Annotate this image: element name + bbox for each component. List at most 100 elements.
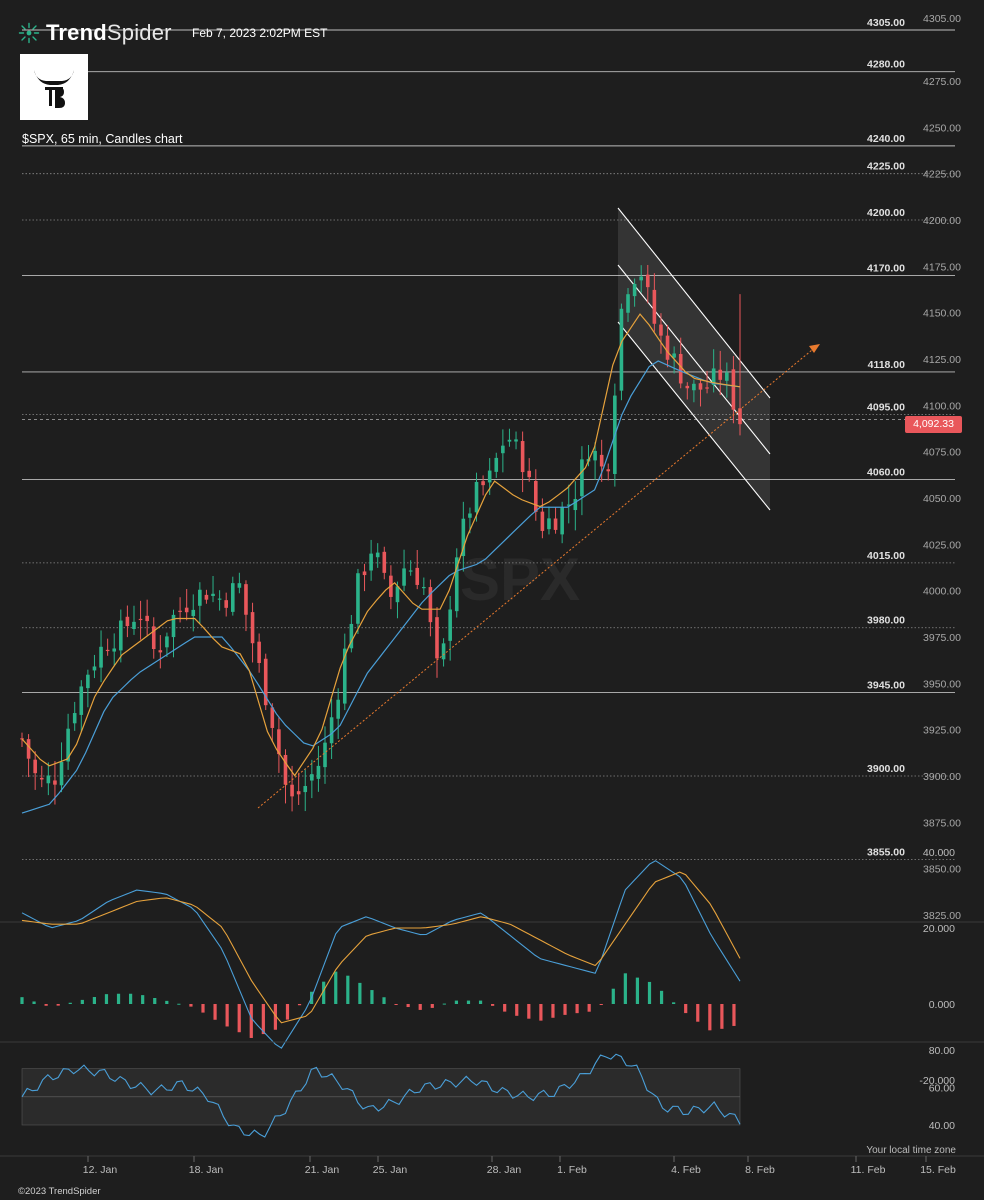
price-tick-label: 3975.00: [923, 632, 961, 644]
time-tick-label: 12. Jan: [83, 1164, 118, 1176]
level-label: 3980.00: [867, 615, 905, 627]
time-tick-label: 18. Jan: [189, 1164, 224, 1176]
macd-histogram-bar: [249, 1004, 253, 1038]
candle-body: [685, 385, 690, 389]
candle-body: [277, 729, 281, 755]
candlesticks: [20, 264, 742, 812]
candle-body: [39, 777, 44, 780]
candle-body: [158, 650, 163, 653]
price-tick-label: 4125.00: [923, 354, 961, 366]
candle-body: [191, 609, 196, 617]
price-tick-label: 4200.00: [923, 215, 961, 227]
candle-body: [244, 584, 248, 615]
candle-body: [718, 369, 723, 380]
candle-body: [92, 666, 97, 671]
macd-histogram-bar: [165, 1000, 169, 1004]
timezone-label[interactable]: Your local time zone: [866, 1145, 956, 1156]
price-tick-label: 4175.00: [923, 261, 961, 273]
macd-histogram-bar: [358, 982, 362, 1004]
candle-body: [112, 648, 117, 652]
macd-histogram-bar: [153, 997, 157, 1004]
watermark-symbol: SPX: [460, 546, 580, 613]
macd-histogram-bar: [68, 1002, 72, 1004]
level-label: 4305.00: [867, 17, 905, 29]
price-tick-label: 4305.00: [923, 13, 961, 25]
macd-tick-label: 40.000: [923, 847, 955, 859]
level-label: 4060.00: [867, 466, 905, 478]
macd-histogram-bar: [696, 1004, 700, 1022]
rsi-tick-label: 60.00: [929, 1082, 955, 1094]
candle-body: [79, 686, 84, 715]
macd-histogram-bar: [720, 1004, 724, 1029]
macd-histogram-bar: [56, 1004, 60, 1006]
candle-body: [336, 699, 340, 719]
macd-tick-label: 20.000: [923, 923, 955, 935]
candle-body: [566, 504, 571, 506]
macd-histogram-bar: [478, 1000, 483, 1004]
candle-body: [415, 567, 420, 585]
time-tick-label: 21. Jan: [305, 1164, 340, 1176]
macd-histogram-bar: [334, 971, 338, 1004]
candle-body: [184, 607, 189, 613]
candle-body: [645, 274, 650, 288]
candle-body: [53, 780, 57, 785]
candle-body: [474, 481, 479, 513]
candle-body: [494, 457, 499, 472]
rsi-panel: 80.00 60.00 40.00: [0, 1041, 984, 1138]
price-tick-label: 4150.00: [923, 308, 961, 320]
candle-body: [711, 368, 716, 385]
macd-histogram-bar: [708, 1004, 712, 1031]
candle-body: [72, 713, 77, 724]
level-label: 4200.00: [867, 207, 905, 219]
macd-histogram-bar: [141, 995, 145, 1004]
macd-histogram-bar: [611, 988, 615, 1004]
candle-body: [66, 728, 70, 762]
price-tick-label: 3900.00: [923, 771, 961, 783]
candle-body: [408, 570, 413, 572]
candle-body: [527, 470, 532, 478]
macd-histogram-bar: [80, 999, 84, 1004]
macd-histogram-bar: [684, 1004, 688, 1014]
candle-body: [402, 568, 406, 586]
time-tick-label: 8. Feb: [745, 1164, 775, 1176]
ema-slow-line: [21, 360, 741, 814]
macd-histogram-bar: [539, 1004, 543, 1021]
price-tick-label: 3925.00: [923, 725, 961, 737]
level-label: 4280.00: [867, 59, 905, 71]
level-label: 4240.00: [867, 133, 905, 145]
macd-histogram-bar: [418, 1004, 422, 1010]
macd-histogram-bar: [406, 1004, 410, 1008]
price-tick-label: 3950.00: [923, 678, 961, 690]
time-tick-label: 1. Feb: [557, 1164, 587, 1176]
candle-body: [454, 557, 459, 612]
candle-body: [672, 353, 676, 358]
bull-logo-avatar: [20, 54, 88, 120]
macd-histogram-bar: [635, 977, 640, 1004]
candle-body: [632, 283, 637, 297]
candle-body: [26, 739, 31, 759]
macd-histogram-bar: [261, 1004, 265, 1035]
macd-histogram-bar: [442, 1003, 446, 1005]
price-tick-label: 4075.00: [923, 447, 961, 459]
level-label: 4095.00: [867, 402, 905, 414]
rsi-line: [21, 1053, 741, 1138]
brand-name: TrendSpider: [46, 20, 172, 45]
candle-body: [428, 587, 433, 623]
candle-body: [362, 571, 367, 576]
price-tick-label: 4000.00: [923, 586, 961, 598]
candle-body: [461, 518, 466, 557]
macd-histogram-bar: [346, 975, 350, 1004]
candle-body: [86, 674, 90, 689]
candle-body: [105, 649, 110, 652]
macd-histogram-bar: [201, 1004, 205, 1013]
candle-body: [692, 383, 696, 391]
macd-histogram-bar: [454, 1000, 459, 1004]
macd-histogram-bar: [491, 1004, 495, 1006]
candle-body: [59, 762, 64, 786]
candle-body: [20, 738, 24, 740]
candle-body: [481, 481, 485, 486]
time-axis: 12. Jan 18. Jan 21. Jan 25. Jan 28. Jan 1. Fe…: [0, 1155, 984, 1176]
macd-histogram-bar: [273, 1004, 278, 1030]
candle-body: [547, 518, 551, 530]
